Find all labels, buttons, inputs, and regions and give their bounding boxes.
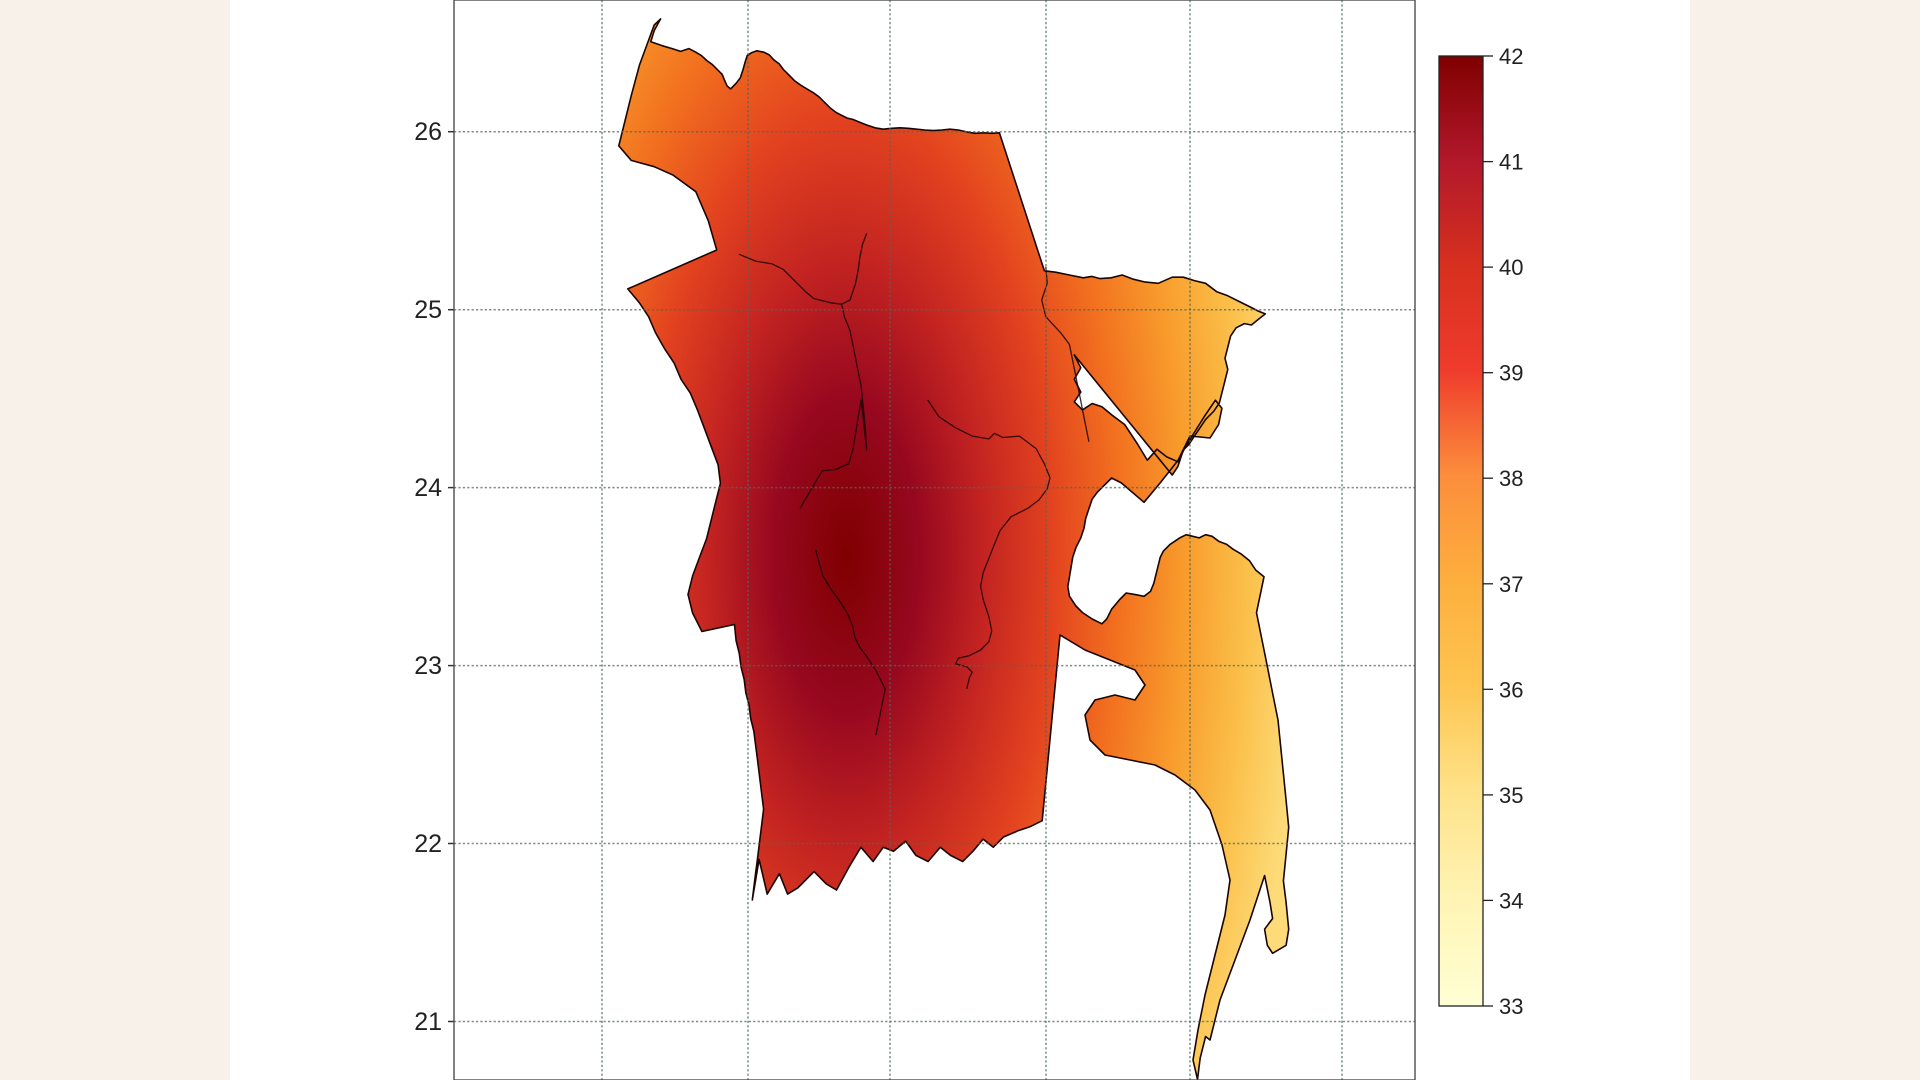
svg-text:22: 22 (414, 830, 442, 858)
svg-text:21: 21 (414, 1008, 442, 1036)
svg-text:38: 38 (1499, 466, 1523, 491)
svg-text:25: 25 (414, 296, 442, 324)
svg-text:33: 33 (1499, 994, 1523, 1019)
svg-text:39: 39 (1499, 361, 1523, 386)
svg-text:36: 36 (1499, 677, 1523, 702)
svg-text:40: 40 (1499, 255, 1523, 280)
svg-text:42: 42 (1499, 44, 1523, 69)
svg-text:26: 26 (414, 118, 442, 146)
svg-text:35: 35 (1499, 783, 1523, 808)
svg-text:34: 34 (1499, 888, 1523, 913)
svg-text:37: 37 (1499, 572, 1523, 597)
svg-text:24: 24 (414, 474, 442, 502)
svg-text:23: 23 (414, 652, 442, 680)
svg-text:41: 41 (1499, 150, 1523, 175)
